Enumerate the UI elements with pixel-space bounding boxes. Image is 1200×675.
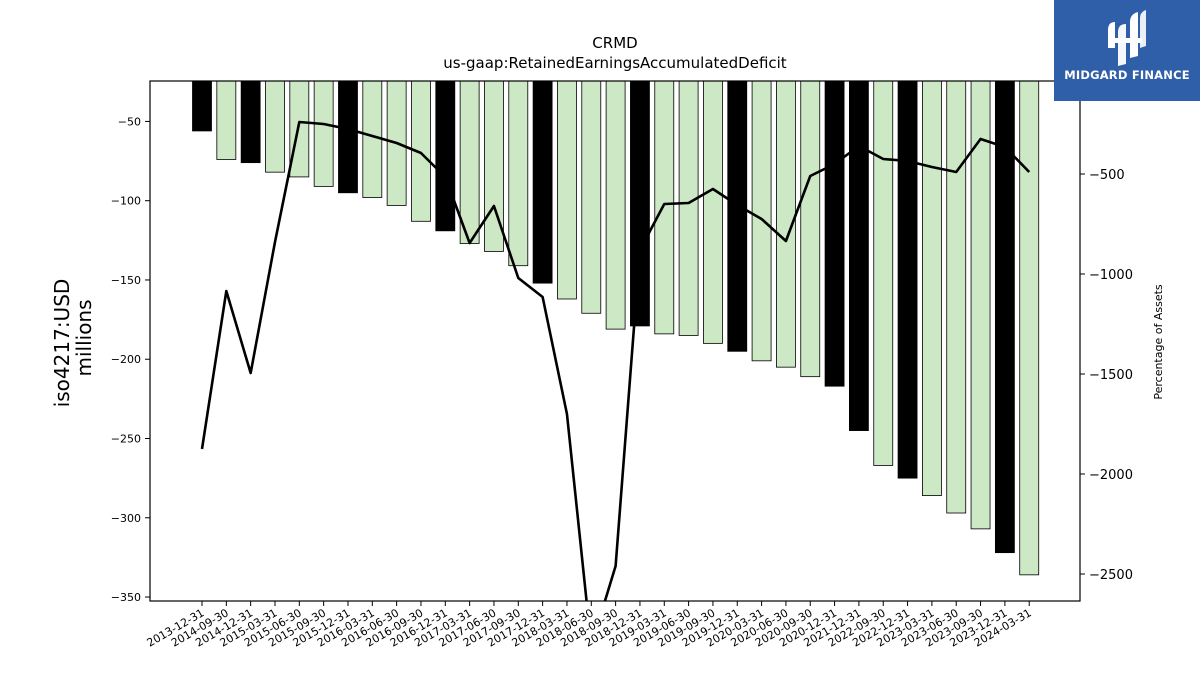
bar bbox=[946, 81, 967, 514]
right-tick-label: −2500 bbox=[1089, 568, 1133, 583]
bar bbox=[824, 81, 845, 387]
left-axis-ticks: −50 −100 −150 −200 −250 −300 −350 bbox=[111, 115, 150, 604]
chart-title: CRMD bbox=[592, 34, 637, 52]
plot-frame bbox=[149, 80, 1081, 602]
bar bbox=[994, 81, 1015, 554]
bar bbox=[605, 81, 626, 330]
bar bbox=[459, 81, 480, 244]
bar bbox=[265, 81, 285, 173]
bar bbox=[508, 81, 529, 267]
bar bbox=[970, 81, 991, 530]
brand-logo: MIDGARD FINANCE bbox=[1054, 0, 1200, 101]
right-axis-label: Percentage of Assets bbox=[1152, 284, 1165, 400]
logo-mark-icon bbox=[1108, 10, 1146, 66]
bar bbox=[630, 81, 650, 327]
left-tick-label: −300 bbox=[111, 512, 141, 525]
logo-brand-name: MIDGARD FINANCE bbox=[1064, 68, 1190, 82]
left-axis-label-line1: iso4217:USD bbox=[50, 279, 74, 408]
left-tick-label: −100 bbox=[111, 195, 141, 208]
bar bbox=[703, 81, 723, 344]
bar bbox=[338, 81, 358, 194]
bar bbox=[289, 81, 310, 178]
bar bbox=[532, 81, 553, 284]
bar bbox=[435, 81, 456, 232]
left-tick-label: −200 bbox=[111, 353, 141, 366]
bar bbox=[1019, 81, 1040, 576]
bar bbox=[776, 81, 796, 368]
bar bbox=[411, 81, 431, 222]
bar bbox=[557, 81, 577, 300]
bar bbox=[484, 81, 504, 252]
left-tick-label: −150 bbox=[111, 274, 141, 287]
bar bbox=[192, 81, 212, 132]
bar bbox=[751, 81, 772, 362]
bar bbox=[678, 81, 699, 336]
bar bbox=[240, 81, 261, 164]
line-path bbox=[200, 120, 1031, 601]
bar bbox=[849, 81, 869, 431]
x-axis-ticks: 2013-12-312014-09-302014-12-312015-03-31… bbox=[145, 601, 1034, 650]
left-tick-label: −350 bbox=[111, 591, 141, 604]
bar bbox=[654, 81, 675, 335]
bar bbox=[800, 81, 821, 378]
bar bbox=[897, 81, 918, 479]
bar bbox=[581, 81, 602, 314]
right-tick-label: −2000 bbox=[1089, 468, 1133, 483]
right-tick-label: −1000 bbox=[1089, 268, 1133, 283]
bar-series bbox=[192, 81, 1040, 576]
bar bbox=[313, 81, 334, 187]
left-tick-label: −50 bbox=[118, 115, 141, 128]
right-tick-label: −500 bbox=[1089, 168, 1125, 183]
line-series bbox=[200, 120, 1031, 601]
left-axis-label-line2: millions bbox=[72, 299, 96, 376]
bar bbox=[873, 81, 894, 466]
right-tick-label: −1500 bbox=[1089, 368, 1133, 383]
bar bbox=[922, 81, 942, 496]
right-axis-ticks: −500 −1000 −1500 −2000 −2500 bbox=[1080, 168, 1133, 583]
left-tick-label: −250 bbox=[111, 433, 141, 446]
bar bbox=[727, 81, 748, 352]
chart-subtitle: us-gaap:RetainedEarningsAccumulatedDefic… bbox=[443, 54, 787, 72]
bar bbox=[216, 81, 237, 160]
